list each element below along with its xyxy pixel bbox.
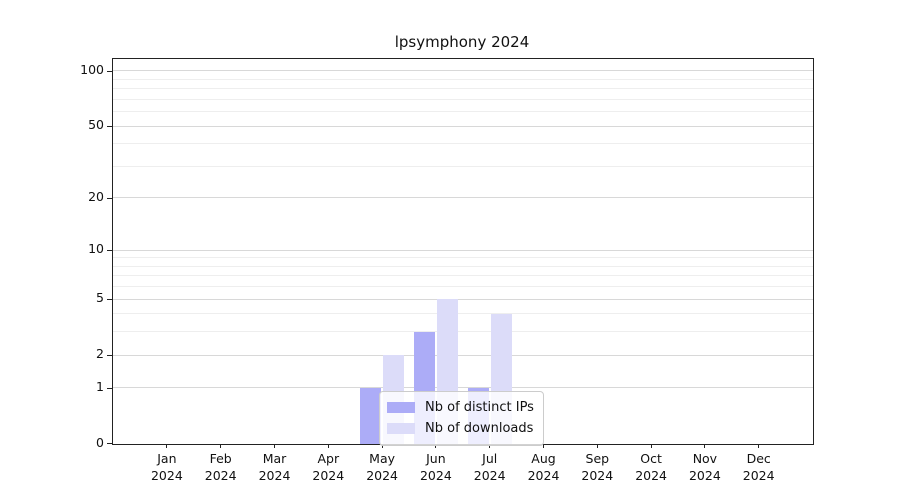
x-tick-label: Mar 2024 bbox=[245, 450, 305, 484]
x-tick-mark bbox=[220, 444, 222, 448]
legend-label-distinct-ips: Nb of distinct IPs bbox=[425, 400, 534, 415]
x-tick-year: 2024 bbox=[473, 468, 506, 483]
y-tick-label: 20 bbox=[88, 188, 104, 204]
major-gridline bbox=[113, 354, 813, 356]
major-gridline bbox=[113, 298, 813, 300]
major-gridline bbox=[113, 197, 813, 199]
x-tick-label: Apr 2024 bbox=[298, 450, 358, 484]
y-tick-label: 100 bbox=[80, 61, 104, 77]
x-tick-month: Nov bbox=[692, 451, 718, 466]
x-tick-year: 2024 bbox=[258, 468, 291, 483]
x-tick-label: Sep 2024 bbox=[567, 450, 627, 484]
x-tick-label: May 2024 bbox=[352, 450, 412, 484]
legend-item-downloads: Nb of downloads bbox=[387, 418, 534, 439]
x-tick-month: Jun bbox=[426, 451, 446, 466]
x-tick-mark bbox=[650, 444, 652, 448]
x-tick-label: Dec 2024 bbox=[729, 450, 789, 484]
minor-gridline bbox=[113, 143, 813, 145]
minor-gridline bbox=[113, 88, 813, 90]
x-tick-year: 2024 bbox=[419, 468, 452, 483]
major-gridline bbox=[113, 125, 813, 127]
x-tick-mark bbox=[274, 444, 275, 448]
minor-gridline bbox=[113, 78, 813, 80]
x-tick-month: Feb bbox=[209, 451, 232, 466]
x-tick-month: Aug bbox=[531, 451, 556, 466]
y-tick-mark bbox=[107, 299, 112, 301]
x-tick-year: 2024 bbox=[581, 468, 614, 483]
legend-label-downloads: Nb of downloads bbox=[425, 421, 534, 436]
x-tick-month: Oct bbox=[640, 451, 662, 466]
minor-gridline bbox=[113, 98, 813, 100]
chart-title: lpsymphony 2024 bbox=[394, 33, 530, 51]
plot-area: Jan 2024 Feb 2024 Mar 2024 Apr 2024 May 2024 Jun 20… bbox=[107, 58, 814, 483]
x-tick-label: Feb 2024 bbox=[191, 450, 251, 484]
x-tick-label: Jul 2024 bbox=[460, 450, 520, 484]
x-tick-mark bbox=[704, 444, 706, 448]
legend-swatch-distinct-ips bbox=[387, 402, 415, 413]
legend: Nb of distinct IPs Nb of downloads bbox=[379, 391, 544, 446]
major-gridline bbox=[113, 70, 813, 72]
y-tick-label: 50 bbox=[88, 117, 104, 133]
x-tick-month: May bbox=[369, 451, 396, 466]
x-tick-label: Oct 2024 bbox=[621, 450, 681, 484]
x-tick-year: 2024 bbox=[688, 468, 721, 483]
x-tick-mark bbox=[327, 444, 329, 448]
x-tick-year: 2024 bbox=[527, 468, 560, 483]
y-tick-mark bbox=[107, 355, 112, 357]
x-tick-label: Aug 2024 bbox=[514, 450, 574, 484]
x-tick-mark bbox=[381, 444, 383, 448]
y-tick-label: 1 bbox=[96, 378, 104, 394]
x-tick-year: 2024 bbox=[204, 468, 237, 483]
y-tick-label: 2 bbox=[96, 346, 104, 362]
minor-gridline bbox=[113, 286, 813, 288]
minor-gridline bbox=[113, 165, 813, 167]
y-tick-mark bbox=[107, 70, 112, 72]
minor-gridline bbox=[113, 265, 813, 267]
y-tick-label: 5 bbox=[96, 290, 104, 306]
y-tick-label: 0 bbox=[96, 435, 104, 450]
x-tick-month: Sep bbox=[585, 451, 610, 466]
minor-gridline bbox=[113, 331, 813, 333]
x-tick-month: Jan bbox=[157, 451, 177, 466]
minor-gridline bbox=[113, 111, 813, 113]
x-tick-month: Dec bbox=[746, 451, 771, 466]
x-tick-label: Jun 2024 bbox=[406, 450, 466, 484]
x-tick-mark bbox=[435, 444, 437, 448]
y-tick-mark bbox=[107, 126, 112, 128]
bar-distinct-ips-may bbox=[360, 387, 382, 444]
y-tick-mark bbox=[107, 443, 112, 444]
x-tick-month: Apr bbox=[317, 451, 340, 466]
x-tick-mark bbox=[166, 444, 168, 448]
y-tick-label: 10 bbox=[88, 241, 104, 257]
major-gridline bbox=[113, 387, 813, 389]
minor-gridline bbox=[113, 275, 813, 277]
x-tick-mark bbox=[596, 444, 598, 448]
x-tick-mark bbox=[489, 444, 491, 448]
x-tick-year: 2024 bbox=[150, 468, 183, 483]
legend-item-distinct-ips: Nb of distinct IPs bbox=[387, 397, 534, 418]
x-tick-mark bbox=[543, 444, 544, 448]
minor-gridline bbox=[113, 257, 813, 259]
y-tick-mark bbox=[107, 387, 112, 389]
y-tick-mark bbox=[107, 197, 112, 199]
x-tick-mark bbox=[758, 444, 760, 448]
x-tick-month: Jul bbox=[482, 451, 498, 466]
x-tick-year: 2024 bbox=[635, 468, 667, 483]
x-tick-year: 2024 bbox=[366, 468, 398, 483]
y-tick-mark bbox=[107, 250, 112, 252]
legend-swatch-downloads bbox=[387, 423, 415, 434]
minor-gridline bbox=[113, 313, 813, 315]
x-tick-year: 2024 bbox=[742, 468, 775, 483]
major-gridline bbox=[113, 249, 813, 251]
x-tick-year: 2024 bbox=[312, 468, 345, 483]
x-tick-label: Nov 2024 bbox=[675, 450, 735, 484]
x-tick-label: Jan 2024 bbox=[137, 450, 197, 484]
x-tick-month: Mar bbox=[262, 451, 287, 466]
